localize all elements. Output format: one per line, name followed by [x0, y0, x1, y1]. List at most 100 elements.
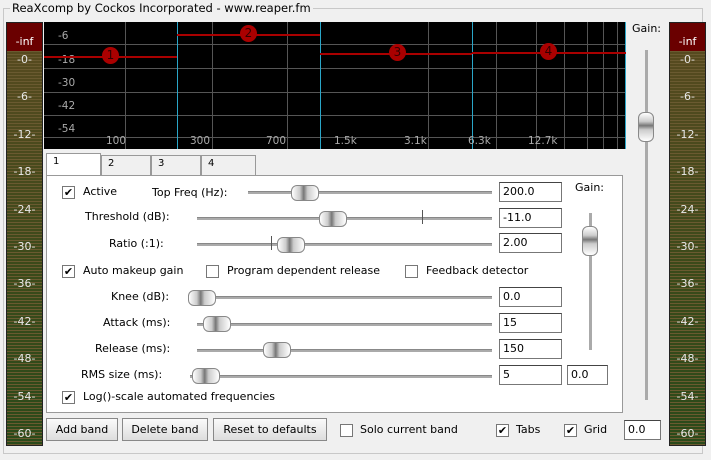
grid-line-h: [44, 68, 626, 69]
release-slider[interactable]: [197, 349, 492, 352]
freq-label: 12.7k: [528, 135, 558, 147]
meter-peak-label[interactable]: -inf: [7, 23, 42, 51]
release-slider-thumb[interactable]: [263, 342, 291, 358]
band-gain-input[interactable]: 0.0: [567, 365, 608, 385]
threshold-slider-thumb[interactable]: [319, 211, 347, 227]
meter-tick-label: -0-: [680, 53, 695, 66]
tab-3[interactable]: 3: [151, 155, 201, 176]
tabs-label: Tabs: [516, 423, 541, 436]
output-meter: -inf -0- -6- -12- -18- -24- -30- -36- -42- -48- -5…: [669, 22, 706, 446]
output-gain-slider-thumb[interactable]: [638, 112, 654, 142]
grid-line-h: [44, 137, 626, 138]
db-label: -42: [58, 100, 76, 112]
release-input[interactable]: 150: [499, 339, 562, 359]
meter-tick-label: -30-: [13, 240, 36, 253]
crossover-line[interactable]: [472, 22, 473, 149]
tab-4[interactable]: 4: [201, 155, 256, 176]
tab-1[interactable]: 1: [46, 153, 101, 176]
add-band-button[interactable]: Add band: [46, 418, 118, 441]
grid-checkbox[interactable]: ✔: [564, 424, 577, 437]
meter-tick-label: -48-: [676, 352, 699, 366]
attack-slider-thumb[interactable]: [203, 316, 231, 332]
knee-slider[interactable]: [190, 296, 492, 299]
grid-line-v: [564, 22, 565, 149]
top-freq-input[interactable]: 200.0: [499, 182, 562, 202]
grid-line-h: [44, 92, 626, 93]
band-marker[interactable]: 3: [389, 44, 406, 61]
grid-label: Grid: [584, 423, 608, 436]
meter-tick-label: -54-: [13, 389, 36, 403]
band-marker[interactable]: 2: [240, 25, 257, 42]
freq-label: 300: [190, 135, 211, 147]
ratio-label: Ratio (:1):: [109, 237, 164, 250]
rms-label: RMS size (ms):: [81, 368, 163, 381]
meter-tick-label: -36-: [13, 277, 36, 291]
grid-line-v: [287, 22, 288, 149]
knee-label: Knee (dB):: [111, 290, 170, 303]
top-freq-slider-thumb[interactable]: [291, 185, 319, 201]
threshold-input[interactable]: -11.0: [499, 208, 562, 228]
ratio-marker: [271, 236, 272, 250]
crossover-line[interactable]: [320, 22, 321, 149]
auto-makeup-checkbox[interactable]: ✔: [62, 265, 75, 278]
db-label: -54: [58, 123, 76, 135]
tabs-checkbox[interactable]: ✔: [496, 424, 509, 437]
grid-line-v: [428, 22, 429, 149]
feedback-checkbox[interactable]: [405, 265, 418, 278]
band-gain-label: Gain:: [575, 181, 604, 194]
grid-line-h: [44, 115, 626, 116]
output-gain-input[interactable]: 0.0: [624, 420, 661, 440]
rms-slider[interactable]: [190, 375, 492, 378]
freq-label: 1.5k: [334, 135, 357, 147]
meter-tick-label: -54-: [676, 389, 699, 403]
rms-slider-thumb[interactable]: [192, 368, 220, 384]
active-checkbox[interactable]: ✔: [62, 186, 75, 199]
attack-slider[interactable]: [197, 323, 492, 326]
band-graph[interactable]: -6 -18 -30 -42 -54 100 300 700 1.5k 3.1k 6.3k 12.7k…: [44, 22, 626, 149]
tab-2[interactable]: 2: [101, 155, 151, 176]
meter-tick-label: -12-: [13, 127, 36, 141]
meter-peak-label[interactable]: -inf: [670, 23, 705, 51]
grid-line-h: [44, 44, 626, 45]
log-scale-checkbox[interactable]: ✔: [62, 391, 75, 404]
freq-label: 3.1k: [404, 135, 427, 147]
band-marker[interactable]: 1: [102, 47, 119, 64]
freq-label: 700: [266, 135, 287, 147]
knee-input[interactable]: 0.0: [499, 287, 562, 307]
ratio-slider-thumb[interactable]: [277, 237, 305, 253]
crossover-line[interactable]: [177, 22, 178, 149]
output-gain-slider-track[interactable]: [645, 50, 648, 400]
ratio-slider[interactable]: [197, 243, 492, 246]
band-gain-slider-thumb[interactable]: [582, 226, 598, 256]
ratio-input[interactable]: 2.00: [499, 233, 562, 253]
meter-tick-label: -18-: [676, 165, 699, 179]
crossover-line[interactable]: [625, 22, 626, 149]
meter-tick-label: -24-: [676, 202, 699, 216]
meter-tick-label: -42-: [676, 314, 699, 328]
rms-input[interactable]: 5: [499, 365, 562, 385]
attack-input[interactable]: 15: [499, 313, 562, 333]
program-release-checkbox[interactable]: [206, 265, 219, 278]
grid-line-v: [536, 22, 537, 149]
attack-label: Attack (ms):: [103, 316, 171, 329]
meter-tick-label: -0-: [17, 53, 32, 66]
meter-tick-label: -36-: [676, 277, 699, 291]
freq-label: 6.3k: [468, 135, 491, 147]
freq-label: 100: [106, 135, 127, 147]
input-meter: -inf -0- -6- -12- -18- -24- -30- -36- -42- -48- -5…: [6, 22, 43, 446]
grid-line-v: [212, 22, 213, 149]
band-marker[interactable]: 4: [540, 43, 557, 60]
meter-tick-label: -48-: [13, 352, 36, 366]
meter-tick-label: -24-: [13, 202, 36, 216]
knee-slider-thumb[interactable]: [188, 290, 216, 306]
reset-defaults-button[interactable]: Reset to defaults: [213, 418, 327, 441]
threshold-label: Threshold (dB):: [85, 210, 170, 223]
meter-tick-label: -18-: [13, 165, 36, 179]
feedback-label: Feedback detector: [426, 264, 529, 277]
solo-checkbox[interactable]: [340, 424, 353, 437]
band-gain-slider-track[interactable]: [589, 213, 592, 350]
delete-band-button[interactable]: Delete band: [122, 418, 208, 441]
meter-tick-label: -60-: [676, 427, 699, 440]
top-freq-slider[interactable]: [248, 191, 492, 194]
grid-line-v: [603, 22, 604, 149]
